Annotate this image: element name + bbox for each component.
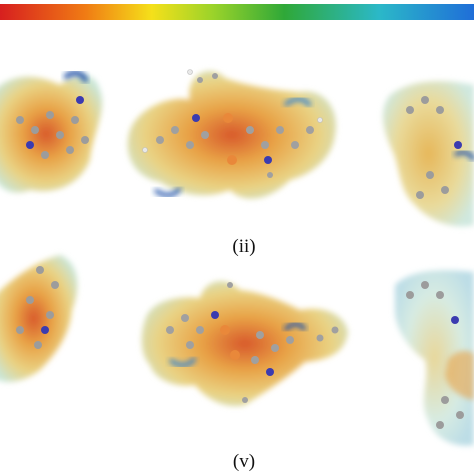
color-scale-bar	[0, 4, 474, 20]
molecule-map-v	[141, 281, 348, 407]
molecule-map-ii	[127, 69, 336, 199]
molecule-map-i	[0, 70, 103, 193]
panel-label-v: (v)	[233, 451, 255, 472]
molecule-map-vi	[395, 270, 474, 446]
panel-label-ii: (ii)	[232, 236, 255, 257]
esp-maps-figure: (ii) (v)	[0, 69, 474, 472]
molecule-map-iii	[382, 81, 474, 227]
molecule-map-iv	[0, 255, 78, 382]
